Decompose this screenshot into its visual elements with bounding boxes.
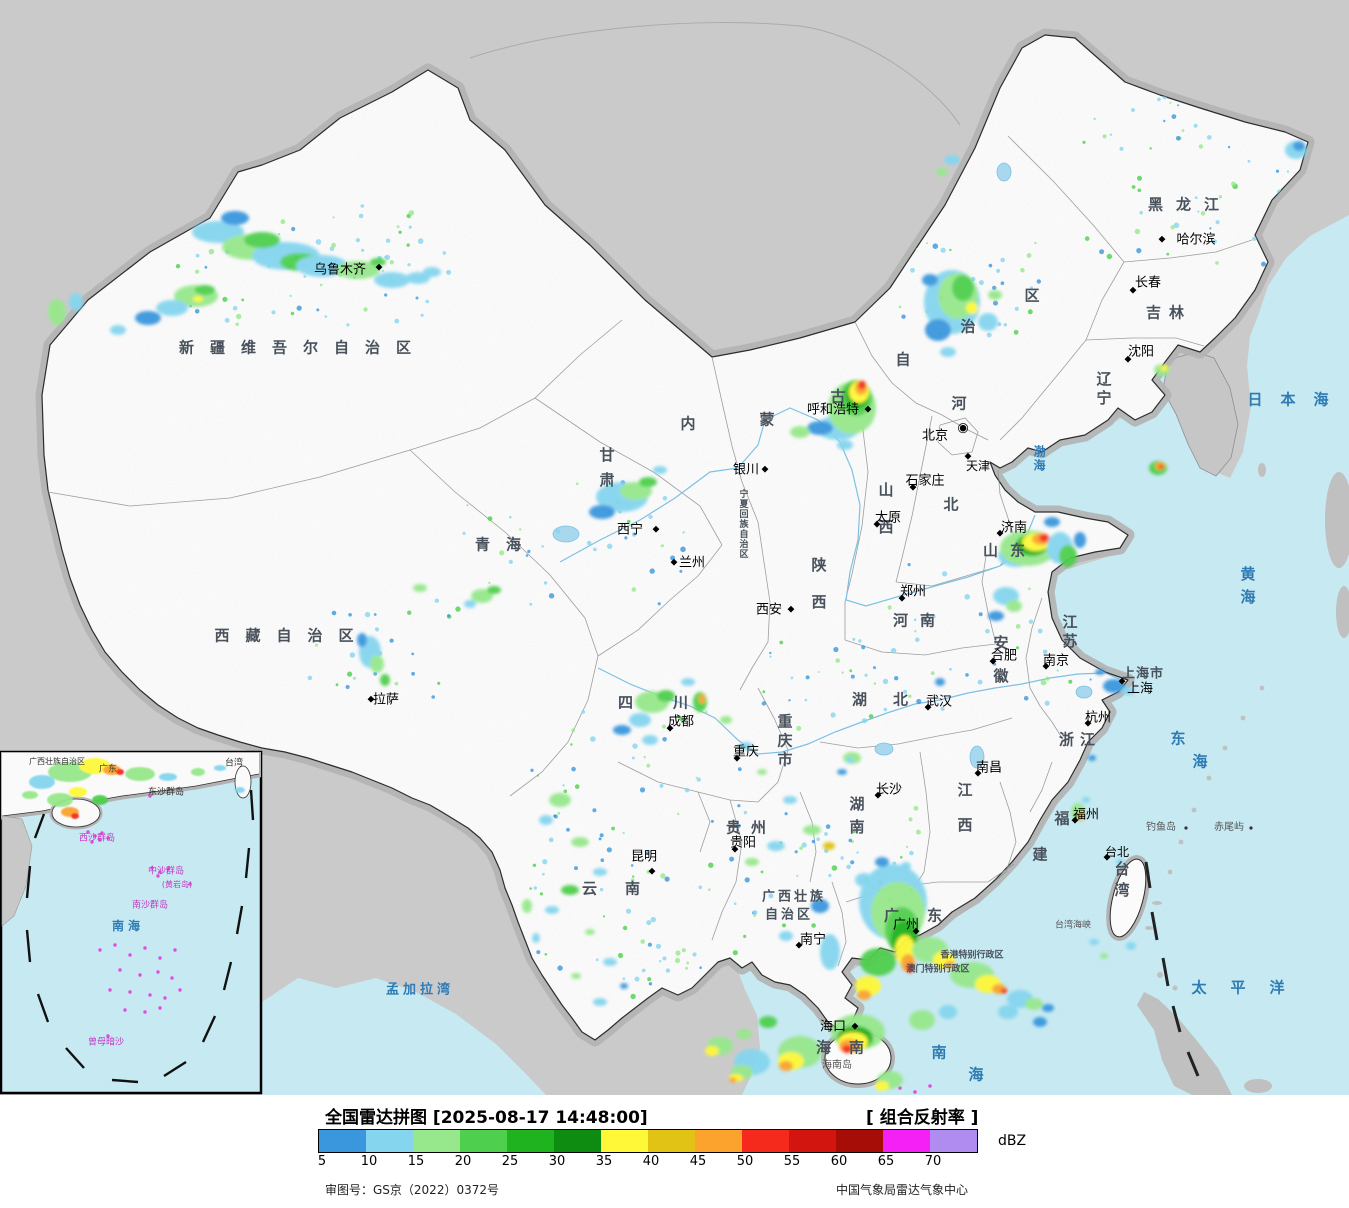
inset-radar-echoes (22, 758, 245, 819)
legend-color-cell (836, 1130, 883, 1152)
legend-color-cell (413, 1130, 460, 1152)
legend-color-cell (507, 1130, 554, 1152)
island-group-symbols (86, 794, 192, 1038)
legend-color-cell (460, 1130, 507, 1152)
legend-tick-label: 50 (736, 1154, 754, 1169)
south-china-sea-inset (0, 750, 263, 1095)
legend-color-cell (648, 1130, 695, 1152)
legend-colorbar (318, 1129, 978, 1153)
legend-tick-label: 30 (548, 1154, 566, 1169)
map-title: 全国雷达拼图 [2025-08-17 14:48:00] (325, 1108, 648, 1128)
dashed-sea-boundary (1144, 861, 1200, 1077)
nine-dash-line (25, 789, 255, 1084)
legend-tick-label: 70 (924, 1154, 942, 1169)
foreign-border-line (469, 22, 961, 126)
legend-color-cell (554, 1130, 601, 1152)
bay-of-bengal (262, 978, 546, 1095)
legend-tick-label: 5 (317, 1154, 327, 1169)
map-credit: 中国气象局雷达气象中心 (836, 1183, 969, 1197)
product-label: [ 组合反射率 ] (866, 1108, 979, 1128)
legend-panel: 全国雷达拼图 [2025-08-17 14:48:00] [ 组合反射率 ] 5… (0, 1095, 1349, 1208)
radar-echoes (48, 141, 1307, 1091)
legend-color-cell (742, 1130, 789, 1152)
diaoyu-islet-dot (1184, 826, 1188, 830)
legend-unit: dBZ (998, 1133, 1027, 1149)
legend-tick-label: 10 (360, 1154, 378, 1169)
foreign-islands (1137, 463, 1349, 1095)
legend-color-cell (366, 1130, 413, 1152)
korea-peninsula (1162, 351, 1239, 477)
legend-tick-label: 45 (689, 1154, 707, 1169)
legend-color-cell (601, 1130, 648, 1152)
legend-tick-label: 65 (877, 1154, 895, 1169)
legend-tick-label: 40 (642, 1154, 660, 1169)
legend-color-cell (789, 1130, 836, 1152)
legend-tick-label: 35 (595, 1154, 613, 1169)
province-boundaries (47, 135, 1253, 967)
legend-ticks: 5 10 15 20 25 30 35 40 45 50 55 60 65 70 (318, 1154, 998, 1172)
legend-tick-label: 55 (783, 1154, 801, 1169)
taiwan-island (1106, 855, 1150, 941)
xisha-dots (898, 1084, 932, 1094)
legend-tick-label: 15 (407, 1154, 425, 1169)
radar-map-canvas (0, 0, 1349, 1095)
legend-color-cell (695, 1130, 742, 1152)
legend-tick-label: 25 (501, 1154, 519, 1169)
lakes (552, 162, 1093, 769)
legend-color-cell (883, 1130, 930, 1152)
legend-color-cell (930, 1130, 977, 1152)
legend-tick-label: 20 (454, 1154, 472, 1169)
chiwei-islet-dot (1249, 826, 1253, 830)
legend-tick-label: 60 (830, 1154, 848, 1169)
map-license: 审图号：GS京（2022）0372号 (325, 1183, 499, 1197)
legend-color-cell (319, 1130, 366, 1152)
